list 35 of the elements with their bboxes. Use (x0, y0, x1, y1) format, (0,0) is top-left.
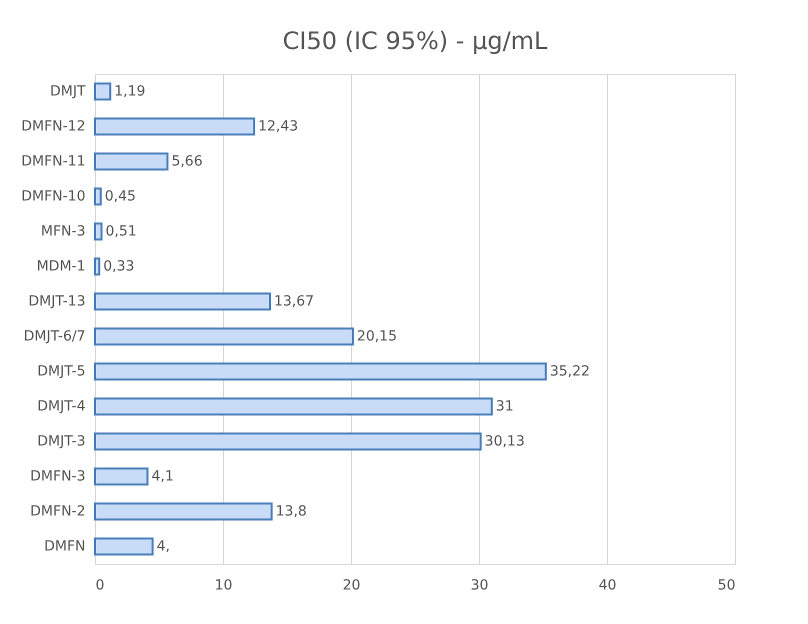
x-tick-label: 50 (718, 578, 736, 594)
data-label: 20,15 (356, 328, 398, 344)
x-tick-label: 30 (470, 578, 488, 594)
x-tick-label: 20 (342, 578, 360, 594)
y-tick-label: DMJT-4 (37, 398, 86, 414)
data-label: 35,22 (550, 364, 590, 380)
y-tick-label: DMFN-10 (21, 188, 86, 204)
y-tick-label: DMJT-6/7 (24, 328, 86, 344)
data-label: 0,45 (104, 188, 136, 204)
y-tick-label: DMFN-3 (30, 468, 86, 484)
x-tick-label: 10 (214, 578, 232, 594)
y-tick-label: DMFN-12 (21, 118, 86, 134)
y-tick-label: MFN-3 (40, 224, 86, 240)
y-tick-label: MDM-1 (36, 258, 86, 274)
data-label: 1,19 (114, 84, 146, 100)
data-label: 13,67 (274, 294, 314, 310)
data-label: 31 (496, 398, 514, 414)
x-tick-label: 0 (96, 578, 104, 594)
data-label: 0,51 (106, 224, 137, 240)
x-tick-label: 40 (598, 578, 616, 594)
y-tick-label: DMFN-2 (30, 504, 86, 520)
data-label: 4,1 (151, 468, 174, 484)
y-tick-label: DMFN-11 (21, 154, 86, 170)
data-label: 13,8 (276, 504, 307, 520)
y-tick-label: DMJT (50, 84, 86, 100)
data-label: 30,13 (484, 434, 525, 450)
y-tick-label: DMJT-3 (37, 434, 86, 450)
data-label: 12,43 (258, 118, 298, 134)
data-label: 0,33 (103, 258, 134, 274)
data-label: 5,66 (171, 154, 203, 170)
data-label: 4, (156, 538, 170, 554)
y-tick-label: DMFN (44, 538, 86, 554)
y-tick-label: DMJT-5 (37, 364, 86, 380)
y-tick-label: DMJT-13 (28, 294, 86, 310)
chart-title: CI50 (IC 95%) - µg/mL (282, 27, 548, 55)
